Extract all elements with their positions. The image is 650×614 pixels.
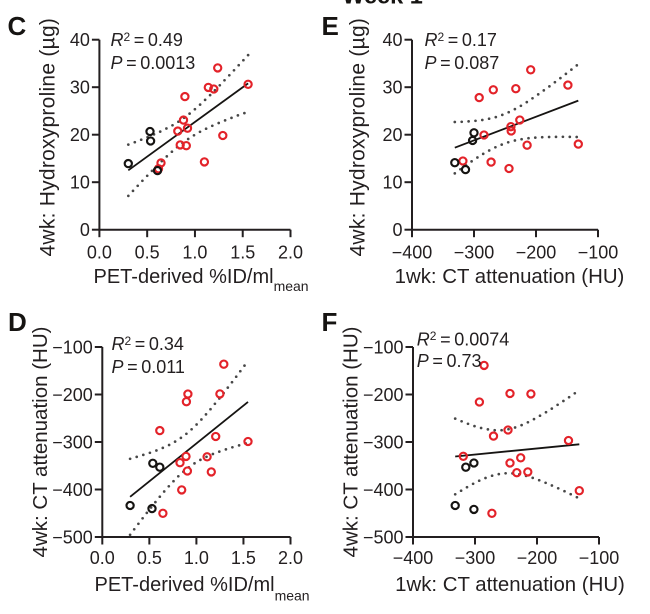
svg-text:R2 = 0.17: R2 = 0.17 <box>425 30 497 50</box>
svg-text:R2 = 0.0074: R2 = 0.0074 <box>417 329 509 349</box>
svg-text:0: 0 <box>392 220 402 240</box>
svg-text:1.5: 1.5 <box>231 548 256 568</box>
svg-text:30: 30 <box>382 78 402 98</box>
svg-text:0.5: 0.5 <box>137 548 162 568</box>
svg-text:20: 20 <box>382 125 402 145</box>
svg-text:−100: −100 <box>363 337 404 357</box>
svg-text:R2 = 0.49: R2 = 0.49 <box>111 30 183 50</box>
svg-text:20: 20 <box>70 125 90 145</box>
svg-text:0.0: 0.0 <box>87 242 112 262</box>
svg-text:P = 0.011: P = 0.011 <box>112 357 185 377</box>
svg-text:−300: −300 <box>455 548 496 568</box>
svg-text:10: 10 <box>70 173 90 193</box>
svg-text:−400: −400 <box>392 242 433 262</box>
svg-text:Week 1: Week 1 <box>342 0 423 9</box>
svg-text:0.0: 0.0 <box>90 548 115 568</box>
svg-text:4wk: CT attenuation (HU): 4wk: CT attenuation (HU) <box>340 327 363 558</box>
svg-text:40: 40 <box>382 30 402 50</box>
svg-text:P = 0.087: P = 0.087 <box>425 53 500 73</box>
svg-text:−400: −400 <box>393 548 434 568</box>
svg-text:−200: −200 <box>363 385 404 405</box>
svg-text:10: 10 <box>382 173 402 193</box>
svg-text:P = 0.73: P = 0.73 <box>417 351 482 371</box>
svg-text:C: C <box>8 11 27 41</box>
svg-text:−100: −100 <box>52 337 93 357</box>
svg-text:E: E <box>322 11 339 41</box>
svg-text:30: 30 <box>70 78 90 98</box>
svg-text:40: 40 <box>70 30 90 50</box>
svg-text:−100: −100 <box>578 242 619 262</box>
svg-text:−100: −100 <box>579 548 620 568</box>
svg-text:R2 = 0.34: R2 = 0.34 <box>112 334 184 354</box>
svg-text:2.0: 2.0 <box>278 548 303 568</box>
svg-text:4wk: Hydroxyproline (µg): 4wk: Hydroxyproline (µg) <box>36 18 59 257</box>
svg-text:0.5: 0.5 <box>135 242 160 262</box>
svg-text:−400: −400 <box>363 480 404 500</box>
svg-text:1wk: CT attenuation (HU): 1wk: CT attenuation (HU) <box>395 266 625 288</box>
svg-text:1.0: 1.0 <box>182 242 207 262</box>
svg-text:1wk: CT attenuation (HU): 1wk: CT attenuation (HU) <box>395 574 625 596</box>
svg-text:2.0: 2.0 <box>278 242 303 262</box>
svg-text:1.5: 1.5 <box>230 242 255 262</box>
svg-text:−300: −300 <box>52 432 93 452</box>
svg-text:−300: −300 <box>363 432 404 452</box>
svg-text:D: D <box>8 307 27 337</box>
svg-text:4wk: Hydroxyproline (µg): 4wk: Hydroxyproline (µg) <box>346 18 369 257</box>
svg-text:F: F <box>322 307 338 337</box>
svg-text:P = 0.0013: P = 0.0013 <box>111 53 196 73</box>
svg-text:−400: −400 <box>52 480 93 500</box>
svg-text:4wk: CT attenuation (HU): 4wk: CT attenuation (HU) <box>29 327 52 558</box>
svg-text:−200: −200 <box>52 385 93 405</box>
svg-text:−500: −500 <box>52 527 93 547</box>
svg-text:1.0: 1.0 <box>184 548 209 568</box>
svg-text:−300: −300 <box>454 242 495 262</box>
svg-text:0: 0 <box>80 220 90 240</box>
svg-text:−200: −200 <box>516 242 557 262</box>
svg-text:−200: −200 <box>517 548 558 568</box>
svg-text:−500: −500 <box>363 527 404 547</box>
